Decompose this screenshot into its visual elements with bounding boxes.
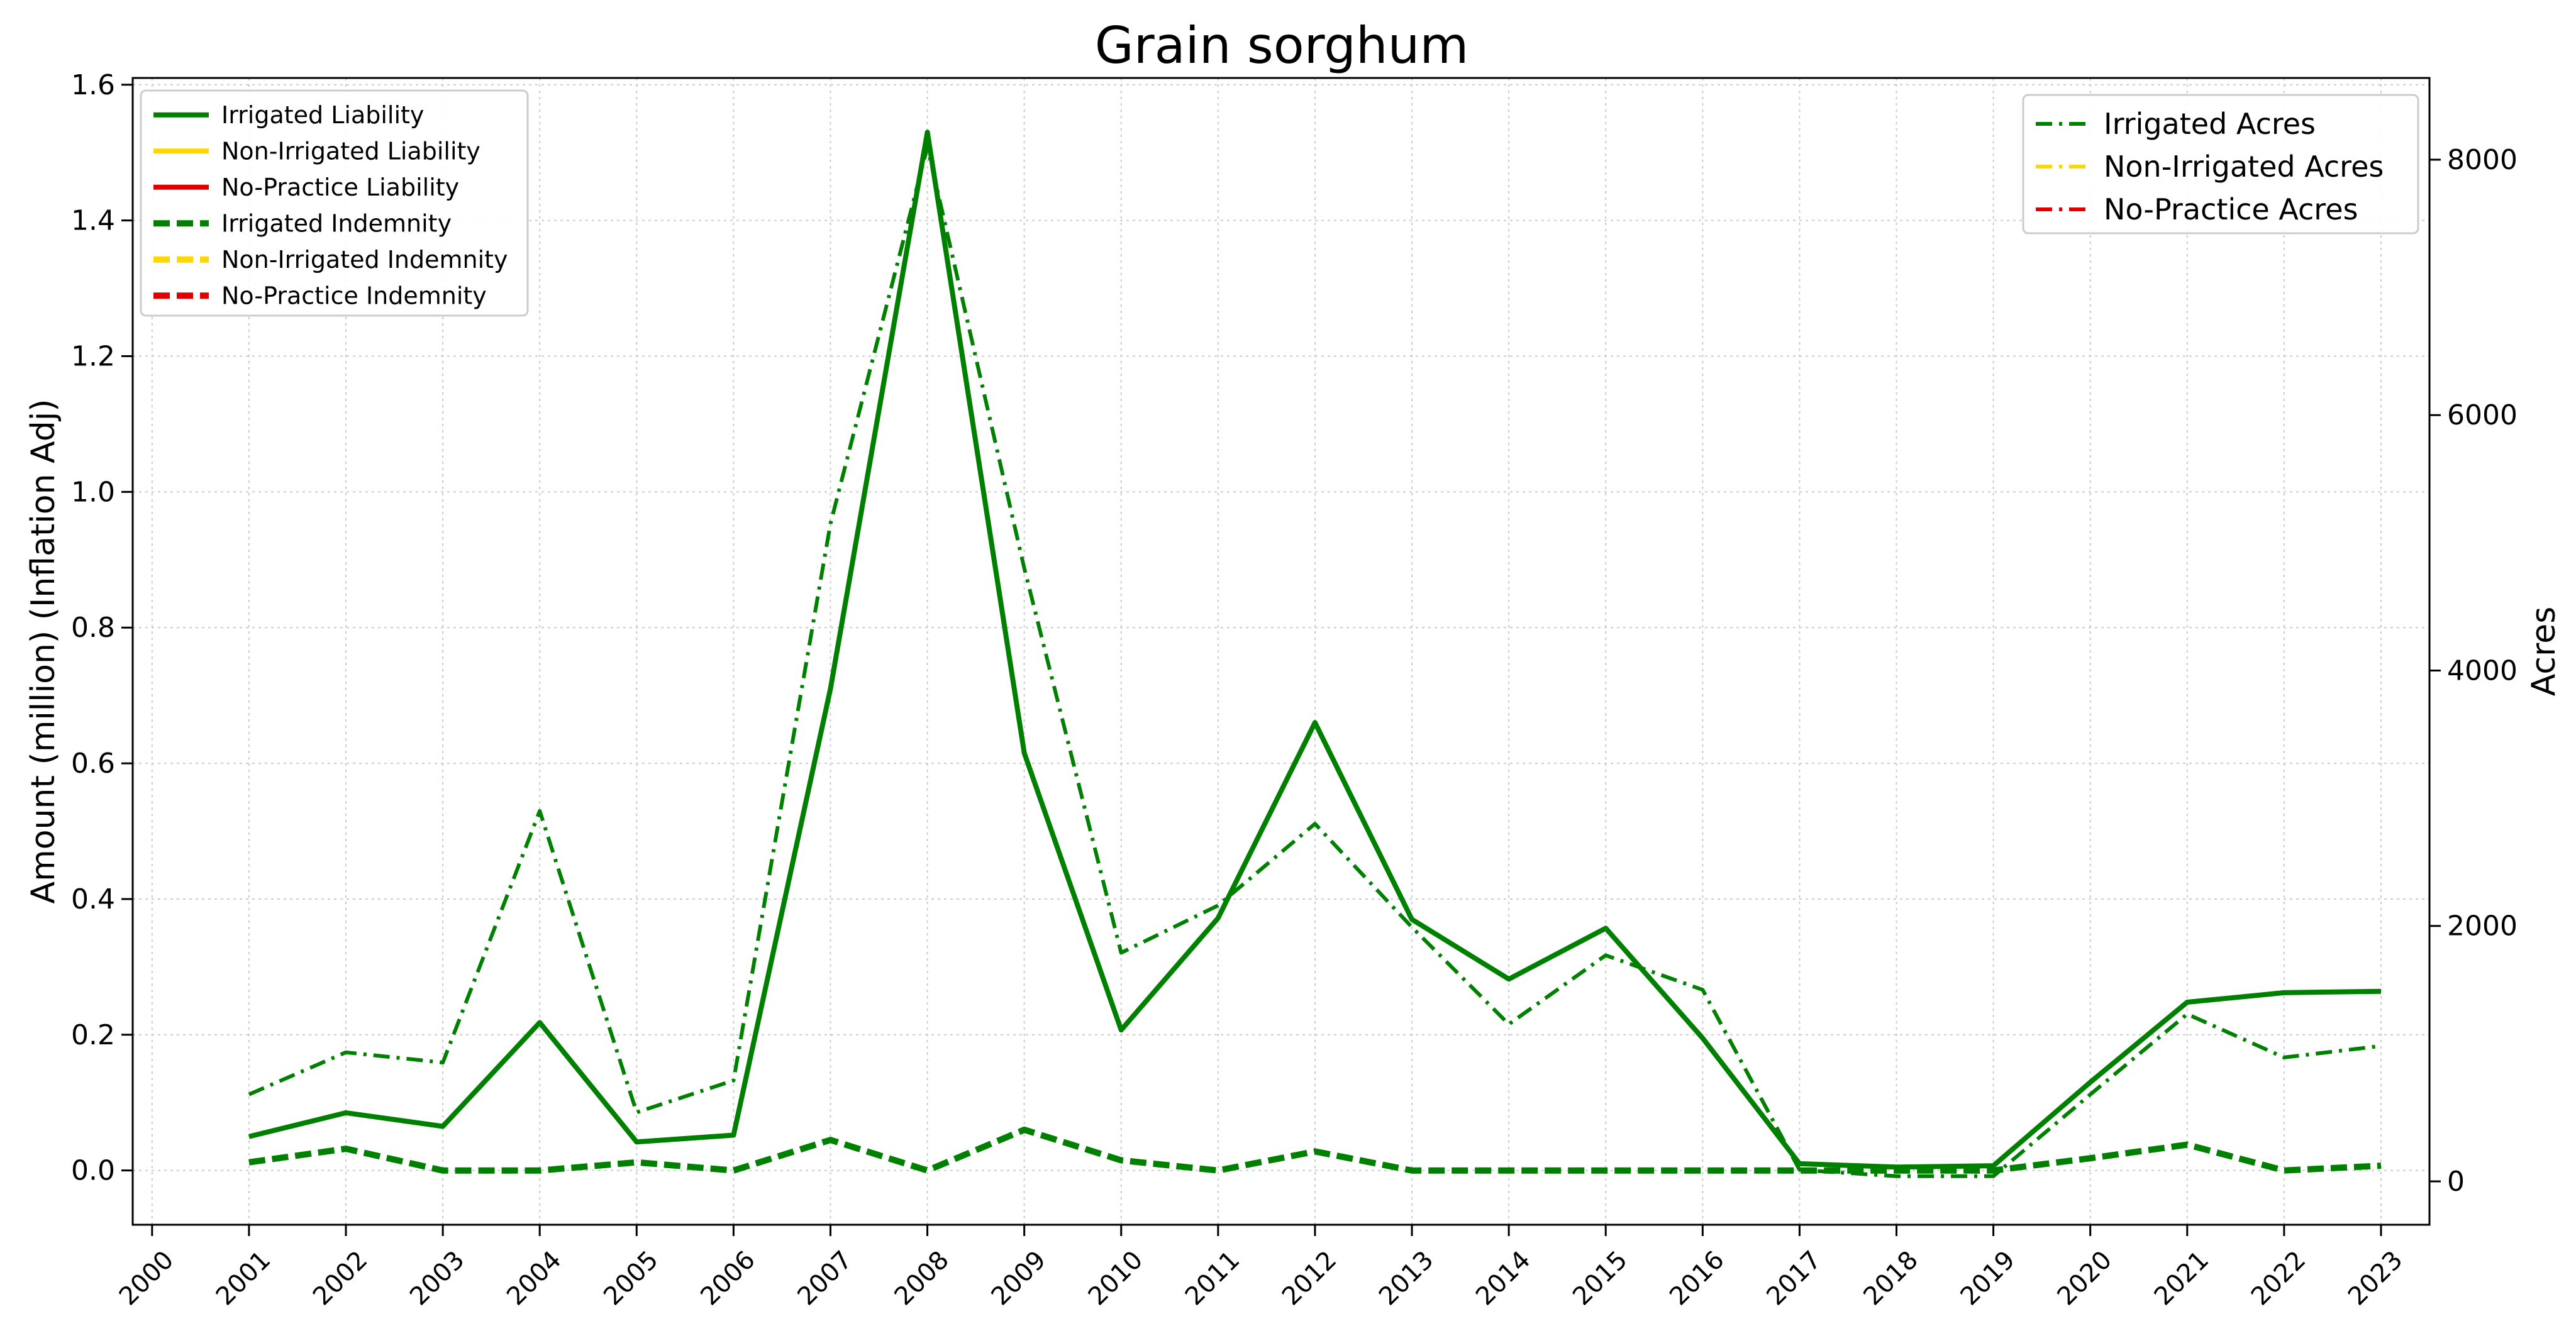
legend-right-item-frame [2022, 94, 2419, 235]
legend-left-item-label: No-Practice Indemnity [221, 282, 487, 310]
x-tick-label: 2001 [211, 1245, 277, 1312]
y-tick-label: 1.0 [71, 476, 115, 508]
x-tick-label: 2014 [1470, 1245, 1536, 1312]
y-axis-label: Amount (million) (Inflation Adj) [25, 399, 62, 904]
legend-left-item-label: Irrigated Liability [221, 101, 424, 129]
x-tick-label: 2003 [404, 1245, 470, 1312]
y-tick-label: 0.2 [71, 1019, 115, 1051]
series-line-irrigated-liability [248, 130, 2382, 1170]
x-tick-label: 2013 [1374, 1245, 1440, 1312]
y2-tick-label: 2000 [2447, 910, 2518, 942]
y-axis-left: 0.0 0.2 0.4 0.6 0.8 1.0 1.2 1.4 1.6 [71, 69, 133, 1187]
legend-left-item-frame [140, 89, 529, 317]
x-tick-label: 2017 [1761, 1245, 1827, 1312]
x-tick-label: 2007 [792, 1245, 858, 1312]
x-tick-label: 2016 [1664, 1245, 1730, 1312]
legend-right-item-label: No-Practice Acres [2104, 192, 2358, 226]
y2-tick-label: 8000 [2447, 144, 2518, 176]
y2-tick-label: 4000 [2447, 654, 2518, 687]
x-tick-label: 2009 [986, 1245, 1052, 1312]
x-tick-label: 2022 [2246, 1245, 2312, 1312]
legend-right: Irrigated Acres Non-Irrigated Acres No-Pra… [2022, 94, 2419, 235]
chart-title: Grain sorghum [1095, 16, 1469, 75]
legend-left-item-label: Non-Irrigated Liability [221, 138, 480, 165]
x-tick-label: 2020 [2052, 1245, 2118, 1312]
x-tick-label: 2012 [1277, 1245, 1343, 1312]
x-tick-label: 2011 [1180, 1245, 1246, 1312]
y-tick-label: 0.0 [71, 1155, 115, 1187]
x-tick-label: 2002 [308, 1245, 374, 1312]
y2-tick-label: 6000 [2447, 399, 2518, 431]
series-layer [248, 130, 2382, 1178]
x-tick-label: 2005 [598, 1245, 664, 1312]
y-tick-label: 0.4 [71, 883, 115, 915]
x-tick-label: 2004 [501, 1245, 567, 1312]
x-tick-label: 2018 [1858, 1245, 1924, 1312]
x-tick-label: 2006 [695, 1245, 761, 1312]
x-tick-label: 2010 [1083, 1245, 1149, 1312]
y-axis-right: 0 2000 4000 6000 8000 [2429, 144, 2518, 1198]
x-tick-label: 2015 [1567, 1245, 1633, 1312]
legend-left-item-label: Irrigated Indemnity [221, 210, 452, 238]
y-tick-label: 1.6 [71, 69, 115, 101]
y-tick-label: 1.4 [71, 205, 115, 237]
x-tick-label: 2008 [889, 1245, 955, 1312]
legend-right-item-label: Non-Irrigated Acres [2104, 150, 2384, 184]
y2-tick-label: 0 [2447, 1166, 2465, 1198]
x-axis: 2000 2001 2002 2003 2004 2005 2006 2007 2008 2009… [114, 1225, 2409, 1312]
x-tick-label: 2000 [114, 1245, 180, 1312]
y2-axis-label: Acres [2525, 607, 2563, 697]
x-tick-label: 2019 [1955, 1245, 2021, 1312]
x-tick-label: 2023 [2343, 1245, 2409, 1312]
legend-left-item-label: No-Practice Liability [221, 174, 459, 201]
series-line-irrigated-indemnity [248, 1126, 2382, 1174]
series-line-irrigated-acres [248, 145, 2382, 1178]
legend-left-item-label: Non-Irrigated Indemnity [221, 246, 508, 273]
legend-right-item-label: Irrigated Acres [2104, 107, 2316, 141]
y-tick-label: 1.2 [71, 341, 115, 373]
y-tick-label: 0.8 [71, 612, 115, 644]
x-tick-label: 2021 [2149, 1245, 2215, 1312]
y-tick-label: 0.6 [71, 748, 115, 780]
plot-frame [131, 77, 2431, 1226]
legend-left: Irrigated Liability Non-Irrigated Liabili… [140, 89, 529, 317]
